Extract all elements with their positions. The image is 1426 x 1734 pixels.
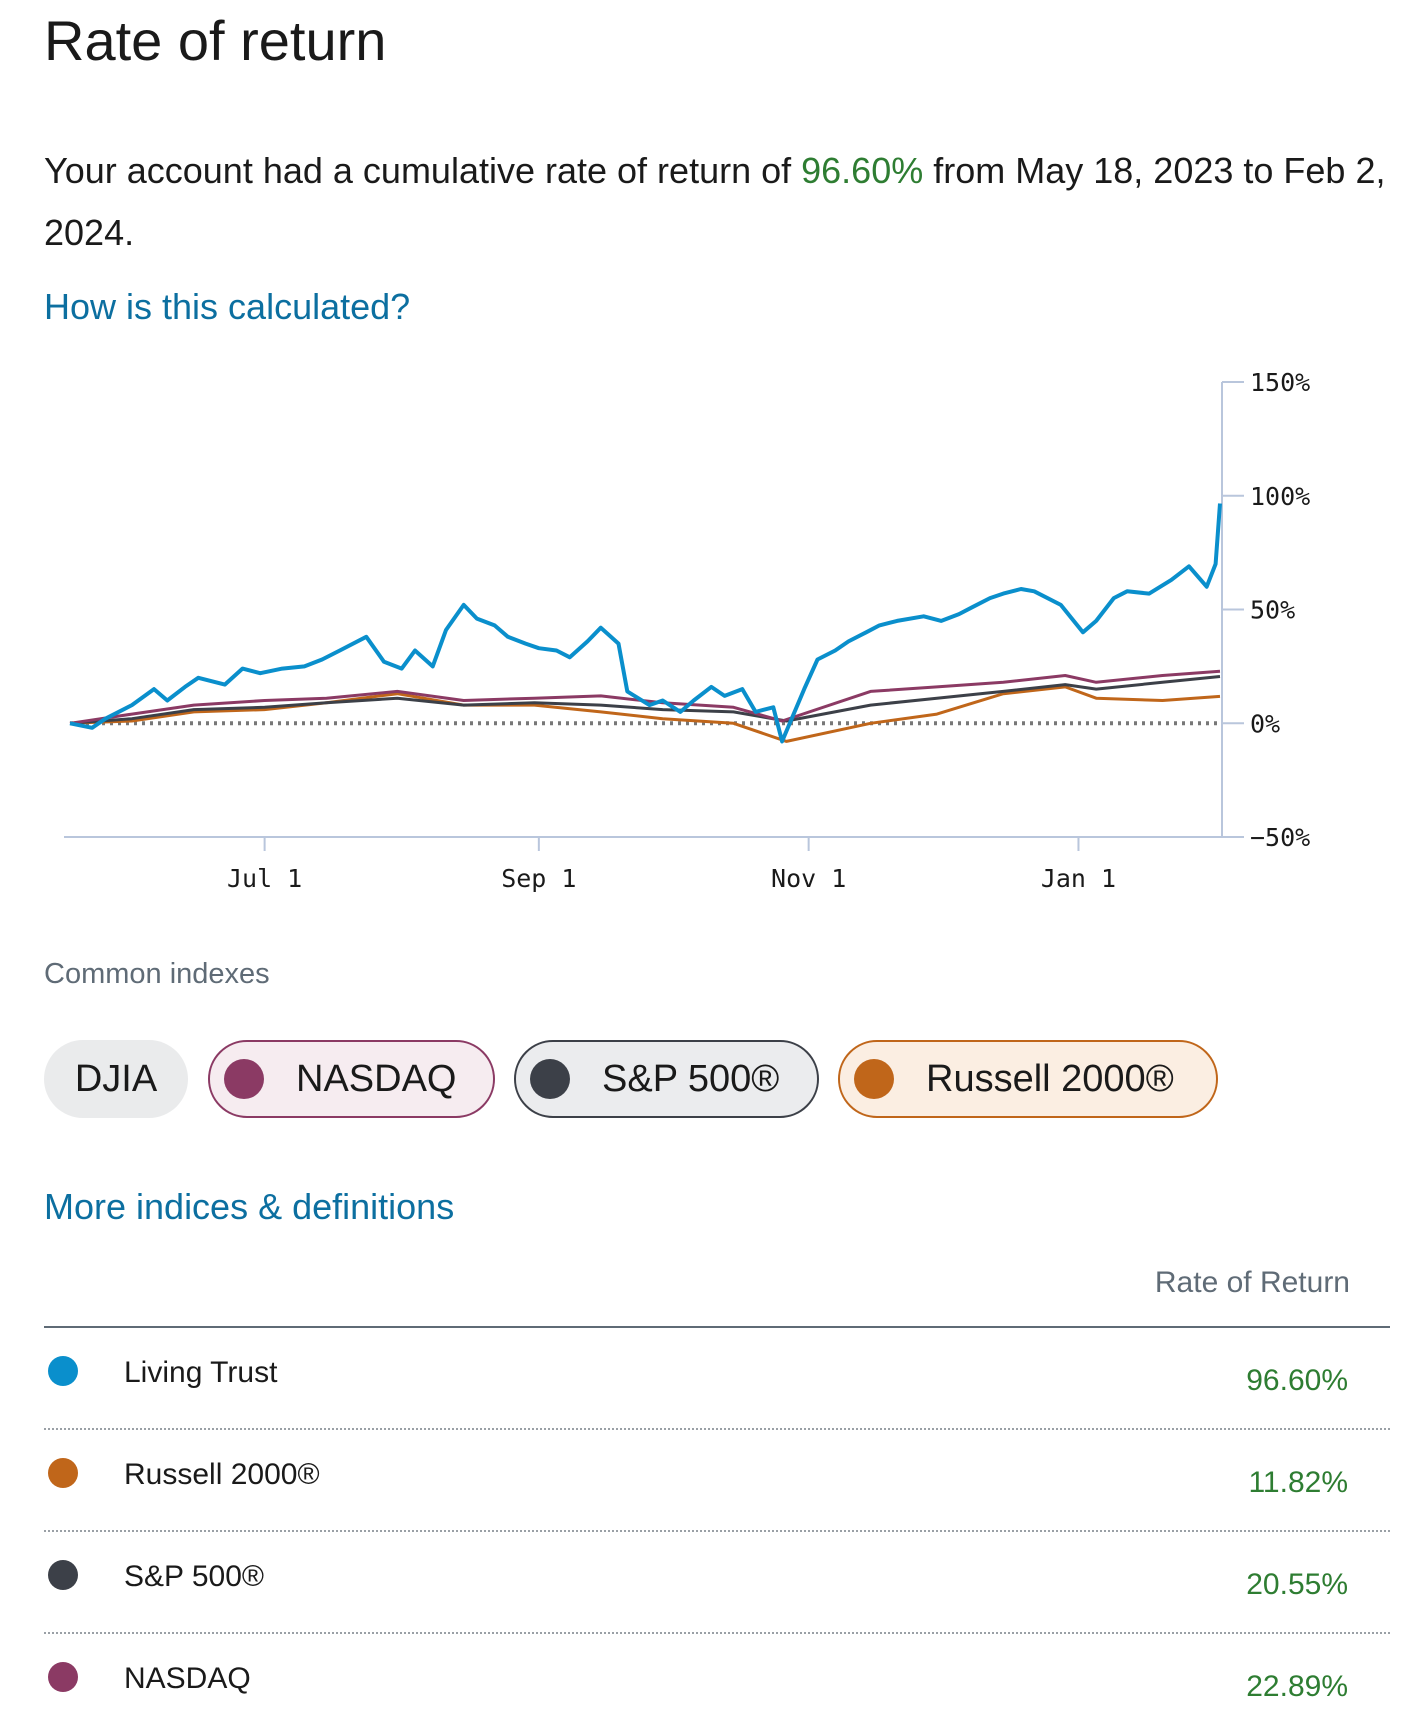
returns-table: Living Trust 96.60% Russell 2000® 11.82%…	[44, 1326, 1390, 1734]
y-tick-label: 0%	[1250, 709, 1280, 738]
series-line-russell-2000	[69, 685, 1221, 743]
row-name: Russell 2000®	[124, 1458, 320, 1491]
chip-djia-label: DJIA	[74, 1057, 158, 1100]
row-name: S&P 500®	[124, 1560, 264, 1593]
rate-of-return-chart: 150% 100% 50% 0% −50% Jul 1 Sep 1 Nov 1 Jan 1	[64, 368, 1310, 893]
sp500-color-dot	[530, 1059, 570, 1099]
y-tick-label: 100%	[1250, 482, 1310, 511]
series-line-living-trust	[69, 503, 1222, 744]
chip-sp500-label: S&P 500®	[602, 1057, 780, 1100]
row-name: Living Trust	[124, 1356, 278, 1389]
living-trust-color-dot	[48, 1356, 78, 1386]
summary-suffix: from May 18, 2023 to Feb 2, 2024.	[44, 150, 1386, 253]
table-row: Living Trust 96.60%	[44, 1328, 1390, 1430]
sp500-row-color-dot	[48, 1560, 78, 1590]
russell-color-dot	[854, 1059, 894, 1099]
x-tick-label: Jan 1	[1041, 864, 1116, 893]
page-title: Rate of return	[44, 9, 387, 72]
chip-djia[interactable]: DJIA	[44, 1040, 188, 1118]
chip-nasdaq[interactable]: NASDAQ	[208, 1040, 495, 1118]
y-tick-label: 50%	[1250, 596, 1295, 625]
table-row: Russell 2000® 11.82%	[44, 1430, 1390, 1532]
row-value: 96.60%	[1246, 1364, 1348, 1397]
row-value: 22.89%	[1246, 1670, 1348, 1703]
row-value: 11.82%	[1248, 1466, 1348, 1499]
nasdaq-color-dot	[224, 1059, 264, 1099]
y-tick-label: −50%	[1250, 823, 1310, 852]
table-row: S&P 500® 20.55%	[44, 1532, 1390, 1634]
chip-russell-label: Russell 2000®	[926, 1057, 1174, 1100]
nasdaq-row-color-dot	[48, 1662, 78, 1692]
more-indices-link[interactable]: More indices & definitions	[44, 1186, 455, 1227]
how-calculated-link[interactable]: How is this calculated?	[44, 286, 411, 327]
row-name: NASDAQ	[124, 1662, 251, 1695]
common-indexes-label: Common indexes	[44, 958, 270, 990]
chart-series	[69, 503, 1222, 744]
series-line-s-p-500	[69, 675, 1221, 725]
return-summary: Your account had a cumulative rate of re…	[44, 140, 1404, 264]
x-tick-label: Nov 1	[771, 864, 846, 893]
summary-return-value: 96.60%	[801, 150, 924, 191]
x-tick-label: Jul 1	[227, 864, 302, 893]
row-value: 20.55%	[1246, 1568, 1348, 1601]
summary-prefix: Your account had a cumulative rate of re…	[44, 150, 802, 191]
x-tick-label: Sep 1	[501, 864, 576, 893]
table-row: NASDAQ 22.89%	[44, 1634, 1390, 1734]
chip-nasdaq-label: NASDAQ	[296, 1057, 457, 1100]
chip-sp500[interactable]: S&P 500®	[514, 1040, 819, 1118]
chip-russell[interactable]: Russell 2000®	[838, 1040, 1218, 1118]
chart-axes: 150% 100% 50% 0% −50% Jul 1 Sep 1 Nov 1 Jan 1	[64, 368, 1310, 893]
y-tick-label: 150%	[1250, 368, 1310, 397]
russell-row-color-dot	[48, 1458, 78, 1488]
rate-of-return-column-header: Rate of Return	[1154, 1266, 1350, 1299]
